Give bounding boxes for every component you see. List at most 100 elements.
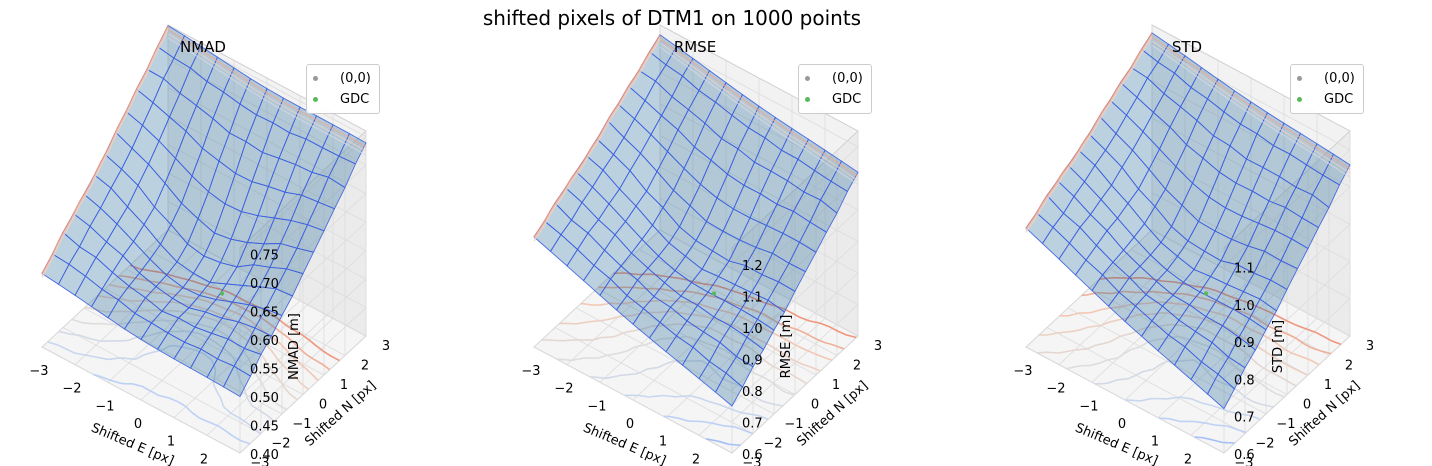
gdc-marker xyxy=(711,291,717,296)
grid-line xyxy=(659,166,859,274)
x-tick-label: −2 xyxy=(62,382,81,397)
x-tick-label: 2 xyxy=(692,452,700,466)
subplot-title: RMSE xyxy=(674,38,716,56)
z-tick-label: 0.70 xyxy=(250,277,279,292)
wall-contour xyxy=(1025,34,1153,231)
x-tick-label: 1 xyxy=(167,435,175,450)
wall-contour xyxy=(533,38,661,242)
panel-std: −3−2−10123−3−2−101230.60.70.80.91.01.1Sh… xyxy=(1013,24,1374,466)
grid-line xyxy=(1151,155,1351,262)
wall-contour xyxy=(167,33,367,152)
y-tick-label: −3 xyxy=(742,456,761,466)
floor-contour xyxy=(1194,436,1235,444)
y-tick-label: 0 xyxy=(319,398,327,413)
grid-line xyxy=(167,115,367,223)
y-tick-label: 2 xyxy=(1345,359,1353,374)
x-tick-label: −3 xyxy=(521,364,540,379)
wall-contour xyxy=(533,36,661,240)
z-tick-label: 0.6 xyxy=(742,448,763,463)
legend-label: GDC xyxy=(832,92,862,107)
y-tick-label: 2 xyxy=(361,359,369,374)
y-tick-label: 0 xyxy=(811,398,819,413)
grid-line xyxy=(239,221,367,340)
z-tick-label: 1.1 xyxy=(1234,262,1255,277)
legend-marker-icon xyxy=(805,97,810,102)
grid-line xyxy=(1223,223,1351,342)
wall-contour xyxy=(1151,44,1351,178)
z-tick-label: 0.8 xyxy=(742,385,763,400)
y-tick-label: −3 xyxy=(1234,456,1253,466)
legend-rmse: (0,0) GDC xyxy=(798,64,872,114)
wall-contour xyxy=(1025,32,1153,229)
grid-line xyxy=(167,229,367,337)
x-tick-label: −2 xyxy=(554,382,573,397)
grid-line xyxy=(1151,43,1351,150)
floor-contour xyxy=(580,299,833,361)
legend-label: (0,0) xyxy=(1324,71,1355,86)
x-tick-label: 1 xyxy=(659,435,667,450)
floor-contour xyxy=(556,335,795,396)
legend-std: (0,0) GDC xyxy=(1290,64,1364,114)
z-tick-label: 0.7 xyxy=(1234,411,1255,426)
legend-marker-icon xyxy=(1297,76,1302,81)
floor-contour xyxy=(1124,396,1261,421)
grid-line xyxy=(167,30,367,138)
grid-line xyxy=(659,198,859,305)
z-tick-label: 1.0 xyxy=(742,322,763,337)
floor-contour xyxy=(71,318,288,411)
legend-nmad: (0,0) GDC xyxy=(306,64,380,114)
grid-line xyxy=(1223,335,1351,454)
grid-line xyxy=(731,272,859,391)
z-tick-label: 0.65 xyxy=(250,306,279,321)
z-tick-label: 1.0 xyxy=(1234,299,1255,314)
x-tick-label: 0 xyxy=(626,417,634,432)
x-axis-label: Shifted E [px] xyxy=(1073,421,1160,466)
floor-contour xyxy=(84,306,298,401)
floor-contour xyxy=(1158,417,1247,434)
legend-entry: GDC xyxy=(1297,89,1355,110)
x-tick-label: −2 xyxy=(1046,382,1065,397)
wall-contour xyxy=(659,42,859,182)
x-tick-label: 0 xyxy=(1118,417,1126,432)
subplot-title: STD xyxy=(1172,38,1202,56)
surface-patch xyxy=(714,372,744,407)
grid-line xyxy=(239,278,367,397)
y-tick-label: −2 xyxy=(271,437,290,452)
y-tick-label: −3 xyxy=(250,456,269,466)
x-tick-label: −3 xyxy=(1013,364,1032,379)
gdc-marker xyxy=(219,291,225,296)
x-tick-label: 2 xyxy=(200,452,208,466)
x-tick-label: −1 xyxy=(95,399,114,414)
legend-entry: (0,0) xyxy=(1297,68,1355,89)
wall-contour xyxy=(167,29,367,148)
figure-title: shifted pixels of DTM1 on 1000 points xyxy=(482,6,862,30)
z-tick-label: 0.50 xyxy=(250,391,279,406)
floor-contour xyxy=(1081,290,1332,355)
y-tick-label: 3 xyxy=(382,339,390,354)
floor-contour xyxy=(589,359,783,407)
floor-contour xyxy=(598,286,845,350)
floor-contour xyxy=(624,394,769,421)
x-tick-label: 1 xyxy=(1151,435,1159,450)
legend-marker-icon xyxy=(805,76,810,81)
wall-contour xyxy=(167,37,367,156)
grid-line xyxy=(146,249,346,356)
y-tick-label: −2 xyxy=(763,437,782,452)
grid-line xyxy=(638,249,838,356)
wall-contour xyxy=(1151,40,1351,174)
grid-line xyxy=(239,250,367,368)
z-tick-label: 0.7 xyxy=(742,416,763,431)
x-tick-label: 2 xyxy=(1184,452,1192,466)
y-tick-label: 1 xyxy=(1324,378,1332,393)
grid-line xyxy=(1223,261,1351,379)
z-axis-label: RMSE [m] xyxy=(779,315,794,379)
subplot-title: NMAD xyxy=(180,38,226,56)
z-tick-label: 0.60 xyxy=(250,334,279,349)
grid-line xyxy=(731,241,859,359)
legend-marker-icon xyxy=(313,97,318,102)
grid-line xyxy=(731,209,859,328)
legend-entry: (0,0) xyxy=(805,68,863,89)
grid-line xyxy=(239,193,367,311)
y-tick-label: 1 xyxy=(340,378,348,393)
z-tick-label: 0.40 xyxy=(250,448,279,463)
